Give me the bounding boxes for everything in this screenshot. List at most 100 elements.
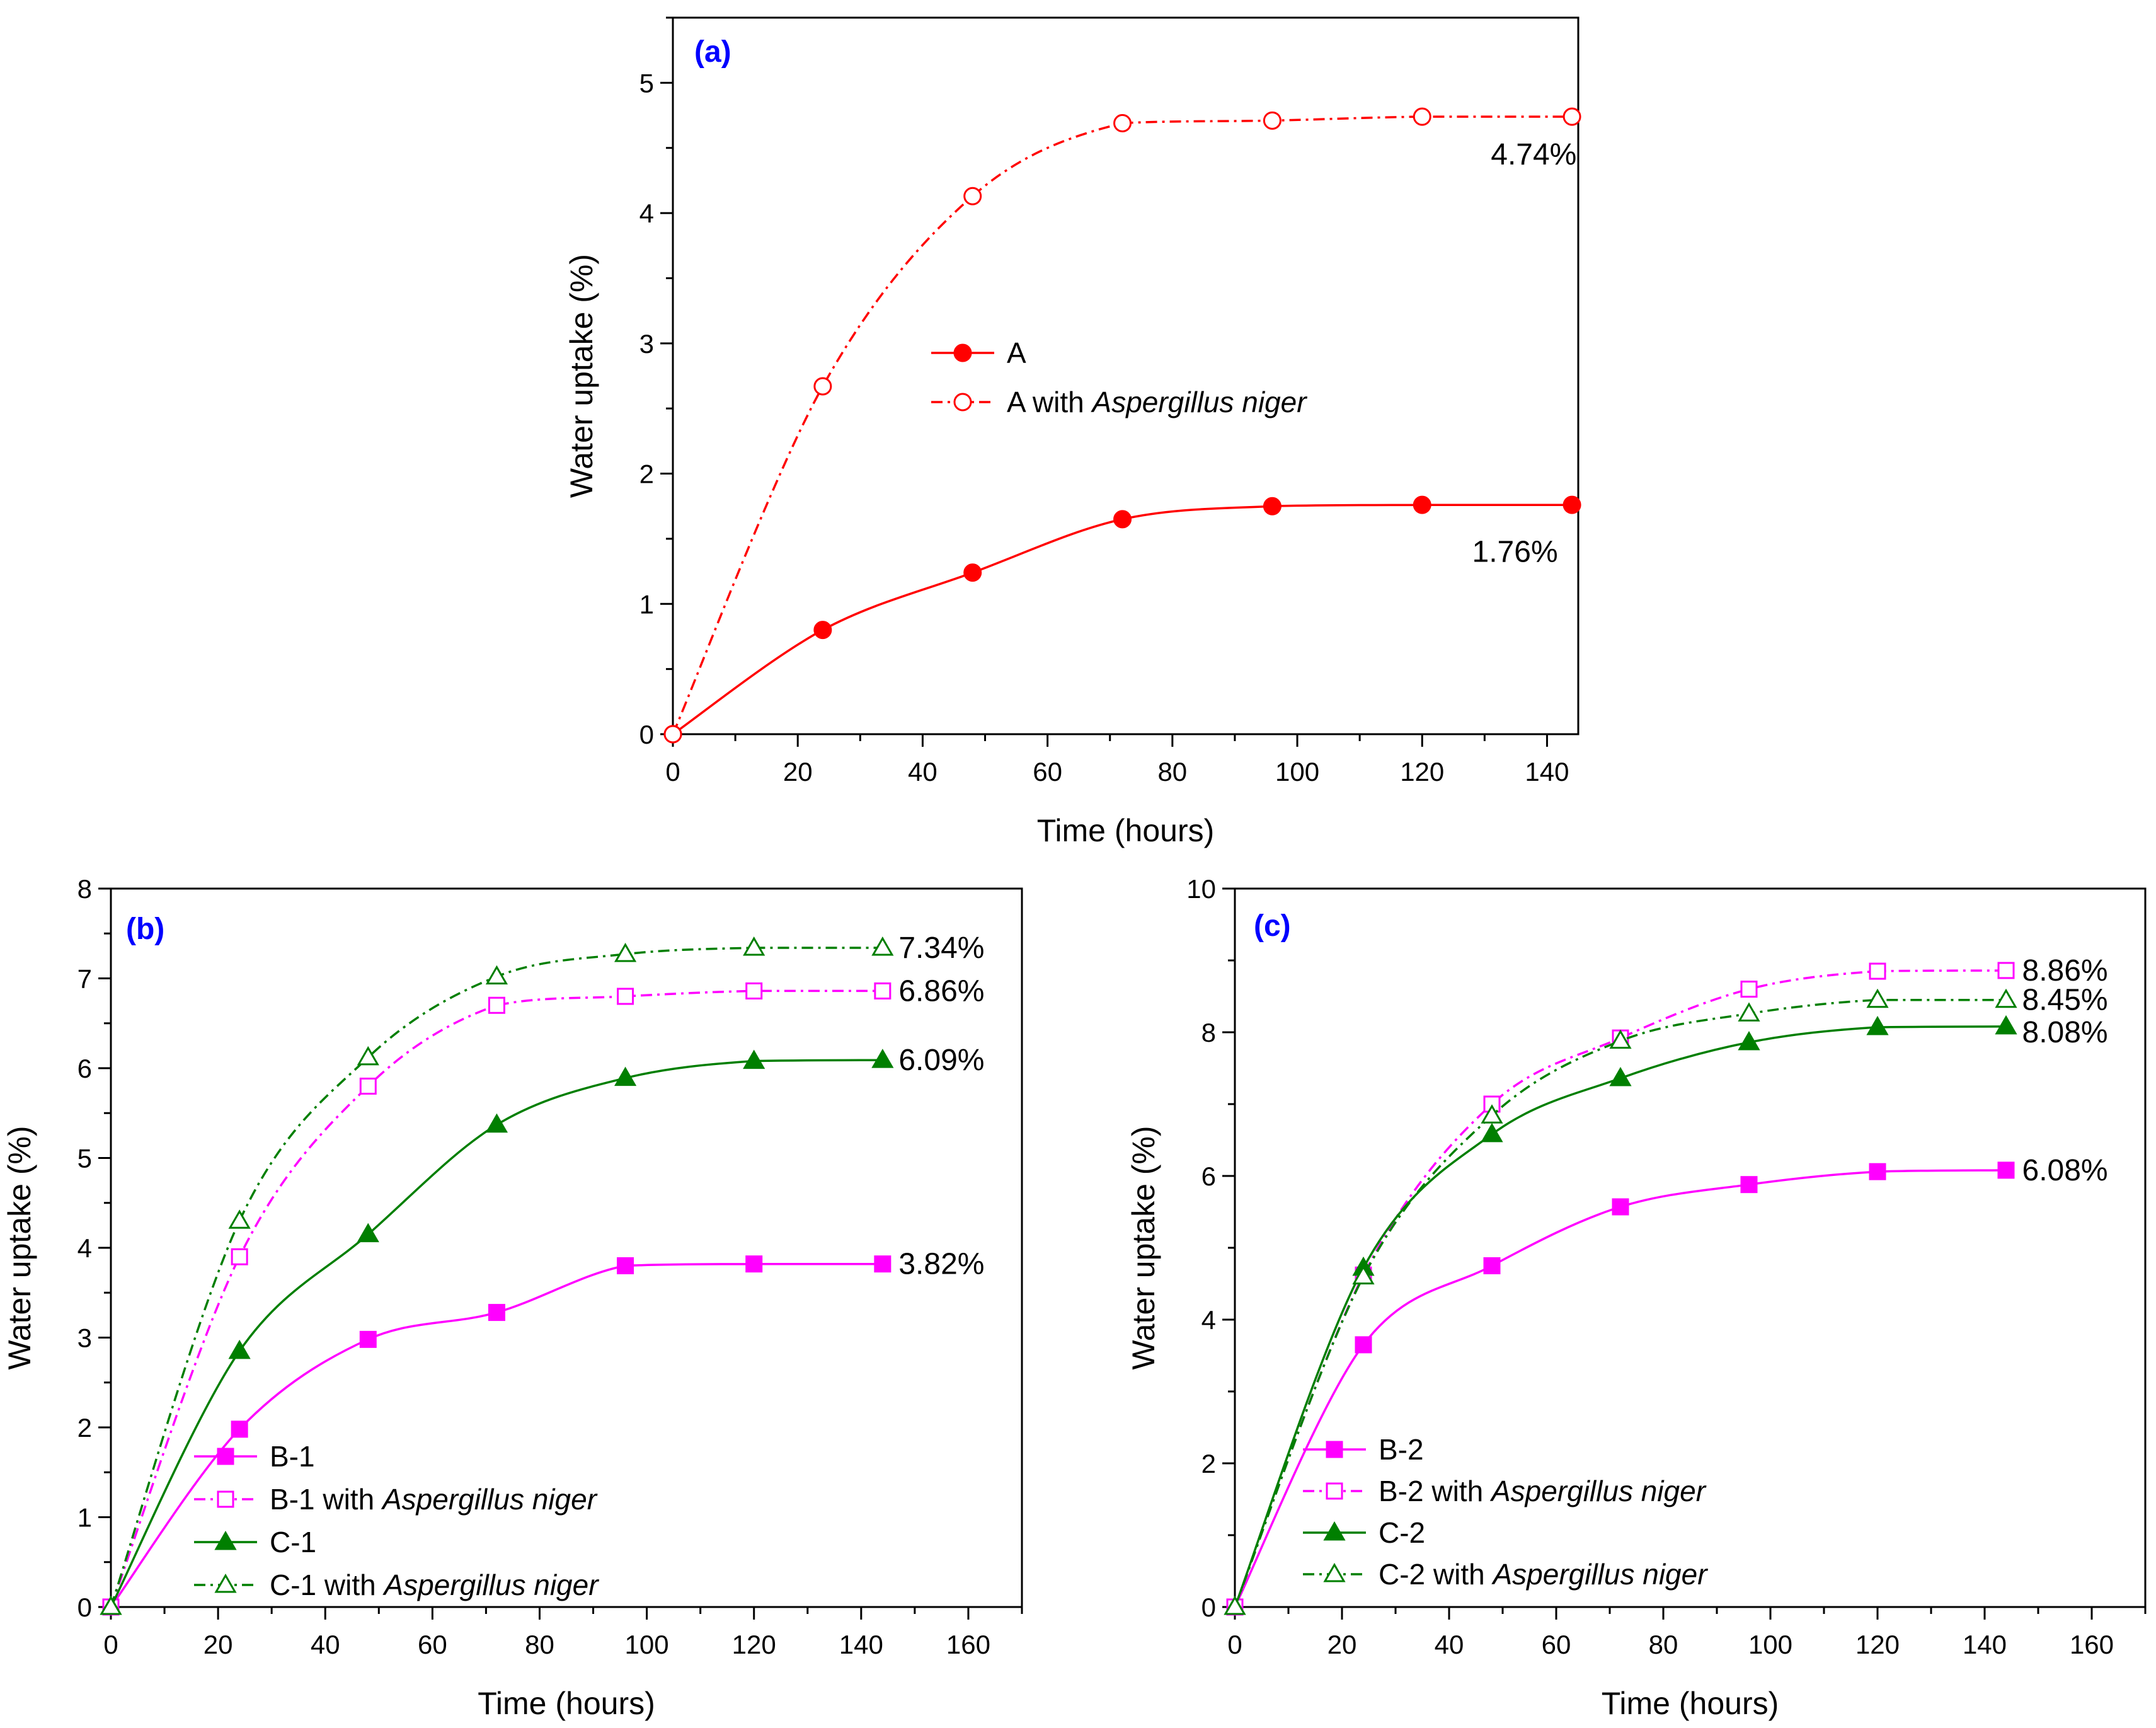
- x-tick-label: 120: [732, 1630, 776, 1659]
- data-point: [228, 1209, 251, 1229]
- y-tick-label: 0: [77, 1593, 92, 1622]
- panel-label: (c): [1254, 909, 1291, 943]
- chart-panel-3: 0 20 40 60 80 100 120 140 160 0 2 4 6 8 10 Time (hours)…: [1126, 874, 2147, 1721]
- value-annotation: 8.86%: [2022, 954, 2108, 988]
- value-annotation: 6.09%: [898, 1044, 984, 1077]
- data-point: [1263, 111, 1282, 130]
- x-tick-label: 140: [1525, 757, 1569, 786]
- data-point: [1740, 1176, 1758, 1194]
- x-axis-label: Time (hours): [1037, 813, 1215, 848]
- series-line: [110, 1059, 883, 1608]
- x-tick-label: 80: [1157, 757, 1187, 786]
- legend-label-text: B-1: [270, 1440, 315, 1473]
- data-point: [1738, 1002, 1760, 1022]
- data-point: [1481, 1122, 1503, 1143]
- value-annotation: 1.76%: [1472, 536, 1558, 569]
- legend-entry-2: B-2 with Aspergillus niger: [1303, 1475, 1707, 1507]
- data-point: [488, 1304, 505, 1322]
- legend-entry-4: C-2 with Aspergillus niger: [1303, 1558, 1708, 1591]
- data-point: [663, 725, 682, 744]
- series-line: [110, 947, 883, 1608]
- legend-label-text: A with: [1007, 386, 1092, 418]
- series-2: [1226, 962, 2015, 1616]
- y-tick-label: 1: [77, 1503, 92, 1533]
- data-point: [813, 621, 832, 640]
- series-2: [663, 107, 1581, 744]
- series-line: [1234, 1169, 2007, 1608]
- data-point: [357, 1223, 379, 1243]
- data-point: [743, 936, 765, 956]
- data-point: [1355, 1336, 1372, 1354]
- x-axis-label: Time (hours): [1602, 1686, 1779, 1721]
- x-tick-label: 0: [1227, 1630, 1242, 1659]
- x-tick-label: 160: [946, 1630, 990, 1659]
- data-point: [1224, 1595, 1246, 1615]
- y-tick-label: 5: [639, 68, 654, 98]
- legend-label: B-2 with Aspergillus niger: [1379, 1475, 1707, 1507]
- legend-marker: [214, 1573, 237, 1593]
- legend-entry-1: A: [931, 337, 1026, 369]
- data-point: [100, 1595, 122, 1615]
- legend-label: C-1 with Aspergillus niger: [270, 1569, 599, 1601]
- legend-label: C-2 with Aspergillus niger: [1379, 1558, 1708, 1591]
- series-4: [1224, 988, 2017, 1615]
- legend-marker: [1326, 1441, 1343, 1458]
- legend-marker: [1323, 1562, 1346, 1582]
- y-tick-label: 8: [1201, 1018, 1216, 1047]
- legend-label: B-1: [270, 1440, 315, 1473]
- x-tick-label: 100: [625, 1630, 669, 1659]
- data-point: [963, 187, 982, 205]
- x-tick-label: 140: [839, 1630, 883, 1659]
- legend-label: A with Aspergillus niger: [1007, 386, 1307, 418]
- x-tick-label: 100: [1275, 757, 1319, 786]
- x-axis-label: Time (hours): [478, 1686, 655, 1721]
- data-point: [488, 996, 505, 1014]
- legend-label: C-2: [1379, 1516, 1425, 1549]
- legend-label-text: B-2: [1379, 1433, 1424, 1466]
- value-annotation: 8.08%: [2022, 1016, 2108, 1049]
- x-tick-label: 120: [1855, 1630, 1900, 1659]
- data-point: [874, 1255, 892, 1273]
- x-tick-label: 140: [1963, 1630, 2007, 1659]
- legend-label-italic: Aspergillus niger: [1491, 1558, 1708, 1591]
- data-point: [1483, 1257, 1501, 1274]
- y-tick-label: 6: [1201, 1161, 1216, 1191]
- legend-label-text: B-1 with: [270, 1483, 382, 1516]
- data-point: [1113, 510, 1132, 529]
- legend-entry-2: A with Aspergillus niger: [931, 386, 1307, 418]
- legend-entry-3: C-2: [1303, 1516, 1425, 1549]
- x-tick-label: 80: [1649, 1630, 1678, 1659]
- value-annotation: 6.86%: [898, 974, 984, 1008]
- data-point: [1997, 1161, 2015, 1179]
- legend-label-italic: Aspergillus niger: [382, 1569, 599, 1601]
- legend-label: A: [1007, 337, 1026, 369]
- x-tick-label: 0: [665, 757, 680, 786]
- x-tick-label: 80: [525, 1630, 554, 1659]
- data-point: [1481, 1104, 1503, 1124]
- data-point: [1352, 1265, 1375, 1285]
- x-tick-label: 20: [204, 1630, 233, 1659]
- x-tick-label: 40: [1435, 1630, 1464, 1659]
- y-tick-label: 2: [639, 459, 654, 489]
- y-tick-label: 10: [1186, 874, 1216, 904]
- y-tick-label: 5: [77, 1144, 92, 1173]
- legend-label-text: B-2 with: [1379, 1475, 1491, 1507]
- data-point: [874, 982, 892, 999]
- legend-marker: [953, 393, 972, 412]
- y-tick-label: 3: [77, 1323, 92, 1353]
- y-tick-label: 0: [639, 720, 654, 749]
- data-point: [485, 1113, 508, 1133]
- y-tick-label: 6: [77, 1054, 92, 1083]
- legend-entry-2: B-1 with Aspergillus niger: [194, 1483, 598, 1516]
- y-tick-label: 4: [77, 1233, 92, 1263]
- x-tick-label: 40: [908, 757, 938, 786]
- data-point: [614, 1066, 637, 1086]
- y-tick-label: 4: [639, 199, 654, 228]
- chart-panel-2: 0 20 40 60 80 100 120 140 160 0 1 2 3 4 5 6 7 8 Time (hour…: [2, 874, 1023, 1721]
- value-annotation: 7.34%: [898, 931, 984, 965]
- value-annotation: 4.74%: [1491, 138, 1576, 171]
- legend-label: B-1 with Aspergillus niger: [270, 1483, 598, 1516]
- data-point: [1869, 1163, 1886, 1180]
- y-tick-label: 1: [639, 589, 654, 619]
